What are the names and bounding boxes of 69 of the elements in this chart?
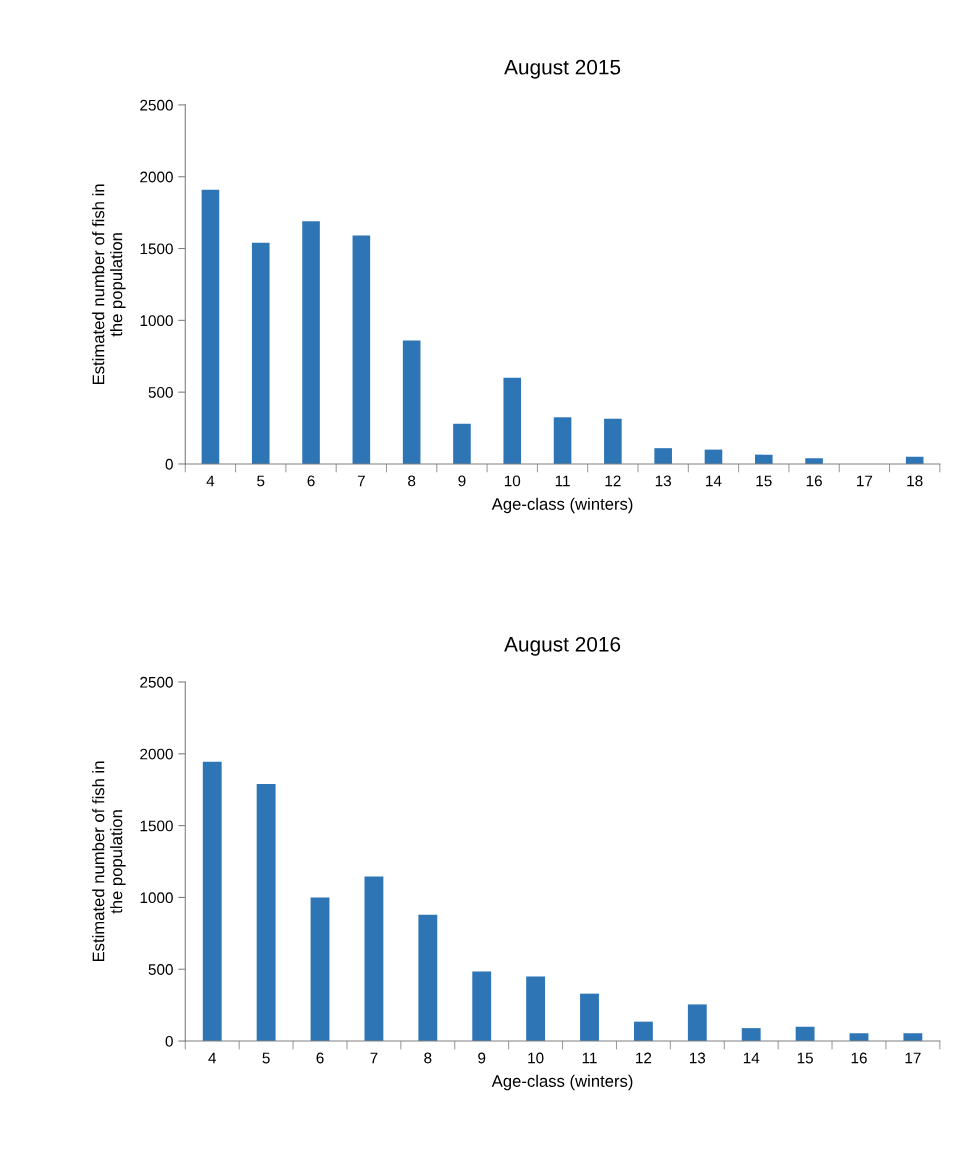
y-tick-label: 2000 — [140, 748, 173, 760]
x-tick-label: 4 — [208, 1052, 217, 1064]
bar — [402, 340, 421, 464]
x-tick-label: 16 — [851, 1052, 867, 1064]
x-axis-title: Age-class (winters) — [491, 1074, 633, 1091]
x-tick-label: 13 — [655, 475, 671, 487]
x-tick-label: 8 — [424, 1052, 432, 1064]
y-tick-label: 2500 — [140, 99, 173, 111]
bar — [256, 783, 276, 1042]
x-tick-label: 6 — [316, 1052, 324, 1064]
x-tick-label: 9 — [458, 475, 466, 487]
y-tick-label: 0 — [165, 458, 173, 470]
bar — [472, 971, 492, 1042]
bar — [687, 1004, 707, 1042]
x-tick-label: 17 — [905, 1052, 921, 1064]
x-tick-label: 7 — [370, 1052, 378, 1064]
y-tick-label: 500 — [148, 387, 173, 398]
bar — [580, 993, 599, 1042]
y-tick-label: 1000 — [140, 315, 173, 327]
x-tick-label: 11 — [555, 475, 570, 487]
bar — [418, 914, 438, 1042]
bar — [604, 418, 622, 464]
x-axis-title: Age-class (winters) — [491, 497, 633, 514]
y-tick-label: 1500 — [140, 820, 173, 832]
x-tick-label: 8 — [408, 475, 416, 487]
y-axis-title: Estimated number of fish in the population — [92, 761, 126, 962]
x-tick-label: 9 — [478, 1052, 486, 1064]
y-tick-label: 1000 — [140, 892, 173, 904]
x-tick-label: 5 — [262, 1052, 270, 1064]
bar — [654, 448, 672, 464]
x-tick-label: 10 — [504, 475, 521, 487]
bar — [202, 761, 222, 1042]
bar — [364, 876, 384, 1042]
x-tick-label: 12 — [636, 1052, 652, 1064]
bar — [633, 1021, 653, 1042]
bar — [251, 242, 270, 464]
x-tick-label: 15 — [756, 475, 772, 487]
y-tick-label: 500 — [148, 964, 173, 975]
x-tick-label: 14 — [706, 475, 722, 487]
y-tick-label: 0 — [165, 1035, 173, 1047]
x-tick-label: 14 — [743, 1052, 760, 1064]
bar — [201, 189, 220, 464]
chart-title: August 2016 — [504, 636, 621, 656]
x-tick-label: 18 — [907, 475, 923, 487]
x-tick-label: 15 — [797, 1052, 813, 1064]
bar — [352, 235, 371, 464]
bar — [795, 1026, 815, 1042]
x-tick-label: 6 — [307, 475, 315, 487]
bar — [503, 377, 522, 464]
x-tick-label: 11 — [582, 1052, 597, 1064]
x-tick-label: 17 — [857, 475, 873, 487]
x-tick-label: 16 — [806, 475, 822, 487]
bar — [526, 976, 546, 1042]
x-tick-label: 13 — [689, 1052, 706, 1064]
bar — [741, 1028, 761, 1042]
bar — [453, 423, 471, 464]
x-tick-label: 5 — [257, 475, 265, 487]
x-tick-label: 10 — [528, 1052, 544, 1064]
y-tick-label: 2500 — [140, 676, 173, 688]
bar — [302, 221, 320, 464]
bar — [310, 897, 330, 1042]
x-tick-label: 12 — [605, 475, 621, 487]
y-tick-label: 2000 — [140, 171, 173, 183]
y-tick-label: 1500 — [140, 243, 173, 255]
x-tick-label: 7 — [357, 475, 365, 487]
y-axis-title: Estimated number of fish in the population — [92, 184, 126, 385]
bar — [553, 417, 572, 464]
chart-title: August 2015 — [504, 59, 621, 79]
x-tick-label: 4 — [206, 475, 215, 487]
